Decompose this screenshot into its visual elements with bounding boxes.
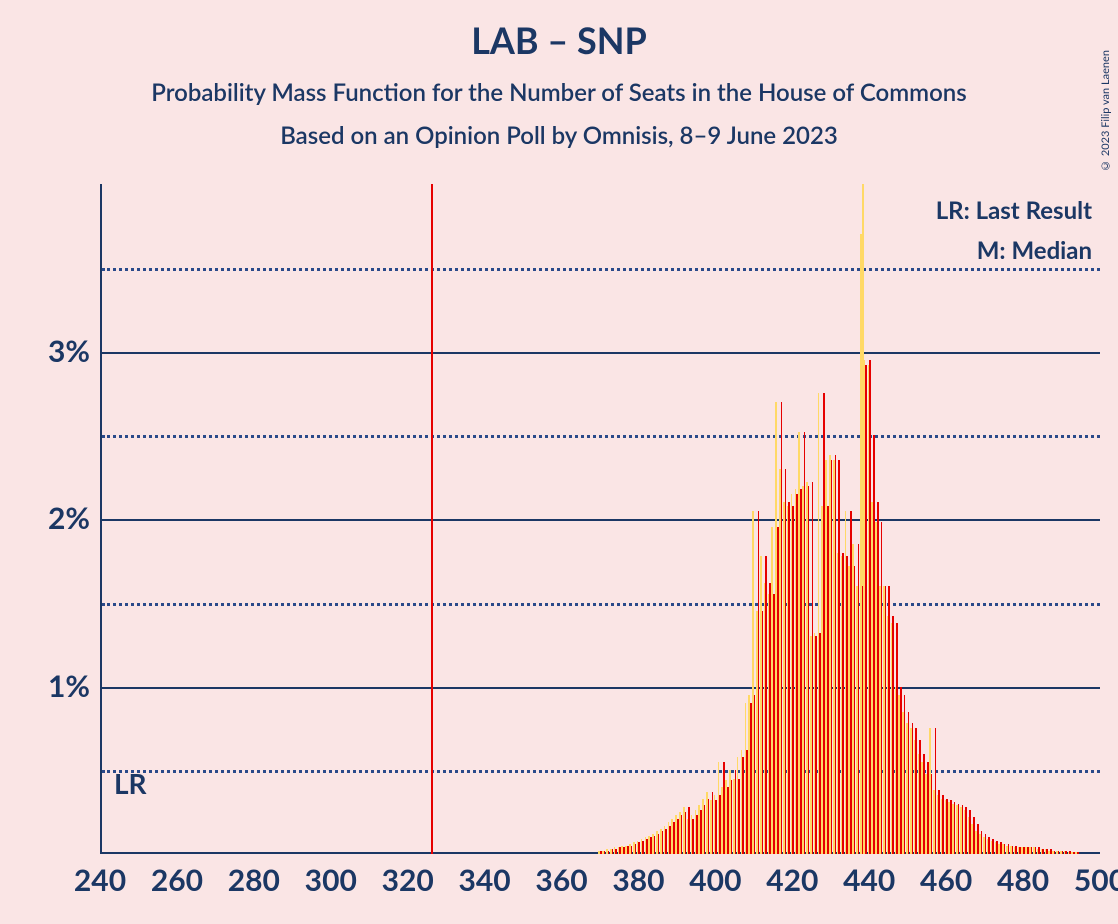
x-tick-label: 240 <box>74 862 126 898</box>
x-tick-label: 500 <box>1074 862 1118 898</box>
last-result-label: LR <box>114 766 147 800</box>
x-tick-label: 400 <box>689 862 741 898</box>
y-tick-label: 3% <box>48 333 90 369</box>
legend-median: M: Median <box>977 236 1092 265</box>
chart-subtitle-2: Based on an Opinion Poll by Omnisis, 8–9… <box>0 107 1118 150</box>
y-tick-label: 1% <box>48 668 90 704</box>
chart-subtitle-1: Probability Mass Function for the Number… <box>0 62 1118 107</box>
x-tick-label: 320 <box>382 862 434 898</box>
x-tick-label: 480 <box>997 862 1049 898</box>
x-tick-label: 340 <box>459 862 511 898</box>
chart-title: LAB – SNP <box>0 0 1118 62</box>
x-tick-label: 460 <box>920 862 972 898</box>
copyright-text: © 2023 Filip van Laenen <box>1099 50 1112 172</box>
y-tick-label: 2% <box>48 500 90 536</box>
x-tick-label: 300 <box>305 862 357 898</box>
bars-container <box>100 184 1100 854</box>
x-tick-label: 360 <box>535 862 587 898</box>
legend-last-result: LR: Last Result <box>936 196 1092 225</box>
chart-plot-area <box>100 184 1100 854</box>
x-tick-label: 420 <box>766 862 818 898</box>
x-tick-label: 380 <box>612 862 664 898</box>
x-tick-label: 440 <box>843 862 895 898</box>
x-tick-label: 260 <box>151 862 203 898</box>
x-tick-label: 280 <box>228 862 280 898</box>
